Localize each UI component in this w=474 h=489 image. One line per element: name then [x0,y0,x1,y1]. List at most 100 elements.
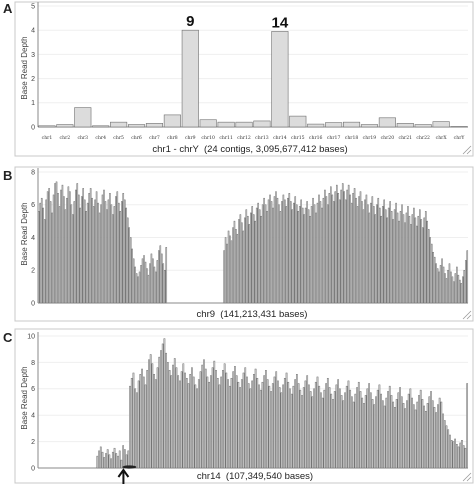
depth-bar [455,443,458,469]
depth-bar [297,211,300,304]
depth-bar [335,184,338,304]
depth-bar [148,359,150,469]
depth-bar [42,207,44,304]
depth-bar [155,271,157,304]
depth-bar [315,212,317,304]
depth-bar [132,372,135,469]
depth-bar [435,263,437,304]
chart-a: 0 1 2 3 4 5 chr1 chr2 chr3 chr4 chr5 chr6 chr7 chr8 ch… [31,2,468,141]
depth-bar [338,199,341,304]
depth-bar [312,197,314,304]
depth-bar [287,197,289,304]
y-axis-label-b: Base Read Depth [20,202,29,265]
depth-bar [92,206,95,304]
depth-bar [459,442,462,469]
depth-bar [354,393,357,469]
depth-bar [402,214,405,304]
y-tick-label: 2 [31,76,35,83]
depth-bar [146,370,149,469]
depth-bar [161,343,164,469]
depth-bar [259,389,262,469]
depth-bar [110,204,113,304]
depth-bar [375,396,377,469]
depth-bar [101,194,104,304]
depth-bar [452,441,455,469]
depth-bar [390,211,393,304]
depth-bar [153,266,156,304]
depth-bar [72,214,74,304]
depth-bar [149,354,152,469]
depth-bar [298,206,301,304]
depth-bar [438,397,441,469]
depth-bar [378,384,381,469]
depth-bar [378,207,381,304]
depth-bar [278,387,281,469]
depth-bar [206,376,209,469]
depth-bar [457,446,460,469]
depth-bar [453,281,455,304]
depth-bar [407,206,409,304]
depth-bar [99,446,102,469]
depth-bar [66,197,68,304]
depth-bar [187,383,190,469]
depth-bar [177,375,180,469]
depth-bar [248,224,251,304]
y-tick-label: 10 [27,333,35,340]
depth-bar [331,194,334,304]
depth-bar [408,215,411,304]
y-tick-label: 2 [31,268,35,275]
depth-bar [282,194,285,304]
chart-c: 0 2 4 6 8 10 [27,332,469,484]
depth-bar [450,271,452,304]
depth-bar [261,381,264,469]
depth-bar [175,367,178,469]
depth-bar [37,211,40,304]
depth-bar [350,202,353,304]
depth-bar [237,381,240,469]
depth-bar [180,371,183,469]
depth-bar [444,273,446,304]
depth-bar [141,258,144,304]
depth-bar [100,204,102,304]
bar-chr16 [307,123,325,128]
depth-bar [266,379,269,469]
depth-bar [98,450,100,469]
depth-bar [447,429,450,469]
depth-bar [441,258,443,304]
depth-bar [257,202,259,304]
depth-bar [150,253,153,304]
depth-bar [430,391,432,469]
depth-bar [139,374,142,469]
depth-bar [129,385,131,469]
depth-bar [128,227,130,304]
depth-bar [61,184,64,304]
depth-bar [318,194,320,304]
depth-bar [86,202,89,304]
bar-chr10 [199,119,217,128]
depth-bar [229,235,231,304]
depth-bar [363,403,365,469]
depth-bar [160,350,162,469]
x-tick-label: chr6 [131,135,142,141]
depth-bar [387,207,390,304]
depth-bar [270,201,273,304]
depth-bar [442,266,445,304]
x-tick-label: chr5 [113,135,124,141]
depth-bar [352,401,355,469]
depth-bar [98,212,101,304]
depth-bar [323,389,326,469]
panel-letter-a: A [3,1,13,16]
depth-bar [443,420,446,469]
depth-bar [344,392,346,469]
y-tick-label: 4 [31,235,35,242]
depth-bar [162,263,165,304]
depth-bar [104,201,107,304]
depth-bar [282,384,284,469]
depth-bar [163,338,166,469]
x-tick-label: chr19 [363,135,377,141]
depth-bar [226,243,228,304]
depth-bar [251,380,254,469]
depth-bar [292,385,295,469]
depth-bar [111,451,114,469]
depth-bar [383,405,386,469]
